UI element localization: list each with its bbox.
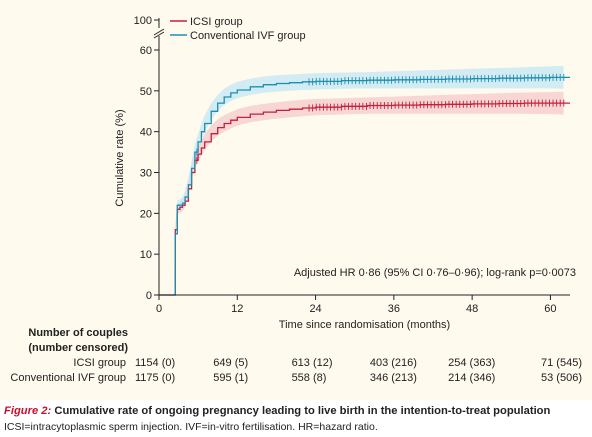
figure-label: Figure 2: <box>4 405 52 417</box>
risk-row-label: Conventional IVF group <box>10 372 126 384</box>
risk-row: ICSI group 1154 (0) 649 (5) 613 (12) 403 (21… <box>0 357 592 371</box>
x-tick-label: 12 <box>231 303 243 315</box>
risk-cell: 214 (346) <box>448 372 496 384</box>
figure-caption: Figure 2: Cumulative rate of ongoing pre… <box>0 400 592 437</box>
number-at-risk-title: Number of couples (number censored) <box>28 327 128 354</box>
y-tick-label: 40 <box>140 127 152 139</box>
x-tick-label: 24 <box>309 303 321 315</box>
caption-note: ICSI=intracytoplasmic sperm injection. I… <box>4 421 378 433</box>
risk-cell: 71 (545) <box>541 357 582 369</box>
km-plot: 0 10 20 30 40 50 60 100 0 12 24 36 48 60 Time since ra… <box>114 15 576 331</box>
legend-label: ICSI group <box>190 16 243 28</box>
x-tick-label: 0 <box>156 303 162 315</box>
x-axis-label: Time since randomisation (months) <box>279 319 450 331</box>
legend-label: Conventional IVF group <box>190 30 306 42</box>
risk-row-label: ICSI group <box>73 357 126 369</box>
risk-cell: 595 (1) <box>213 372 249 384</box>
y-axis-break-mark <box>153 31 165 39</box>
x-tick-label: 60 <box>544 303 556 315</box>
caption-title: Cumulative rate of ongoing pregnancy lea… <box>54 405 551 417</box>
caption-title-line: Figure 2: Cumulative rate of ongoing pre… <box>4 405 550 417</box>
risk-cell: 649 (5) <box>213 357 249 369</box>
y-tick-label: 0 <box>146 290 152 302</box>
ci-band-icsi <box>159 91 564 295</box>
y-axis-label: Cumulative rate (%) <box>114 109 126 206</box>
risk-cell: 1175 (0) <box>135 372 176 384</box>
risk-cell: 254 (363) <box>448 357 496 369</box>
y-tick-label: 60 <box>140 45 152 57</box>
y-tick-label: 20 <box>140 208 152 220</box>
series-line-ivf <box>159 76 570 296</box>
risk-cell: 558 (8) <box>291 372 327 384</box>
risk-row: Conventional IVF group 1175 (0) 595 (1) 558… <box>0 372 592 386</box>
y-tick-label: 10 <box>140 249 152 261</box>
hr-annotation: Adjusted HR 0·86 (95% CI 0·76–0·96); log… <box>294 267 576 279</box>
y-tick-label: 50 <box>140 86 152 98</box>
y-tick-label: 30 <box>140 168 152 180</box>
y-tick-label: 100 <box>134 15 152 27</box>
risk-cell: 613 (12) <box>291 357 333 369</box>
risk-cell: 53 (506) <box>541 372 582 384</box>
x-tick-label: 36 <box>388 303 400 315</box>
risk-cell: 1154 (0) <box>135 357 176 369</box>
risk-cell: 346 (213) <box>369 372 417 384</box>
risk-cell: 403 (216) <box>369 357 417 369</box>
y-axis-break-mark <box>153 28 165 36</box>
x-tick-label: 48 <box>466 303 478 315</box>
